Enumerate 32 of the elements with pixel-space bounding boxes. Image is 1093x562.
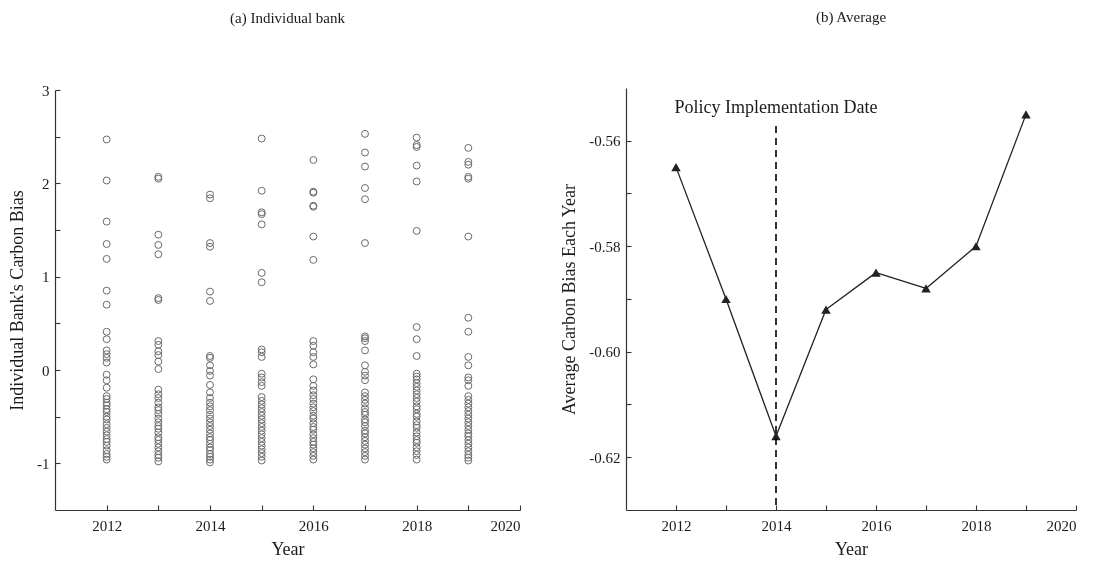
y-tick-label: 2 — [42, 175, 50, 192]
point — [871, 268, 881, 277]
y-tick-label: 0 — [42, 362, 50, 379]
y-tick-label: -1 — [37, 455, 50, 472]
y-tick-label: -0.56 — [589, 133, 621, 150]
y-axis-title: Average Carbon Bias Each Year — [559, 183, 580, 416]
point — [671, 163, 681, 172]
ref-line-label: Policy Implementation Date — [674, 97, 878, 117]
x-tick-label: 2018 — [961, 517, 992, 534]
x-tick-label: 2020 — [490, 517, 521, 534]
x-tick-label: 2014 — [761, 517, 792, 534]
x-tick-label: 2014 — [195, 517, 226, 534]
x-axis-title: Year — [271, 538, 305, 559]
x-tick-label: 2018 — [402, 517, 433, 534]
y-tick-label: 1 — [42, 269, 50, 286]
point — [821, 305, 831, 314]
point — [921, 284, 931, 293]
chart-title: (a) Individual bank — [230, 10, 346, 27]
x-tick-label: 2012 — [661, 517, 692, 534]
x-tick-label: 2016 — [861, 517, 892, 534]
y-tick-label: -0.62 — [589, 449, 621, 466]
x-tick-label: 2016 — [298, 517, 330, 534]
y-tick-label: -0.58 — [589, 238, 621, 255]
point — [971, 242, 981, 251]
y-tick-label: 3 — [42, 82, 50, 99]
x-axis-title: Year — [834, 538, 869, 559]
chart-title: (b) Average — [815, 9, 887, 26]
y-axis-title: Individual Bank's Carbon Bias — [7, 190, 27, 411]
x-tick-label: 2012 — [92, 517, 123, 534]
y-tick-label: -0.60 — [589, 344, 621, 361]
x-tick-label: 2020 — [1046, 517, 1077, 534]
point — [721, 294, 731, 304]
